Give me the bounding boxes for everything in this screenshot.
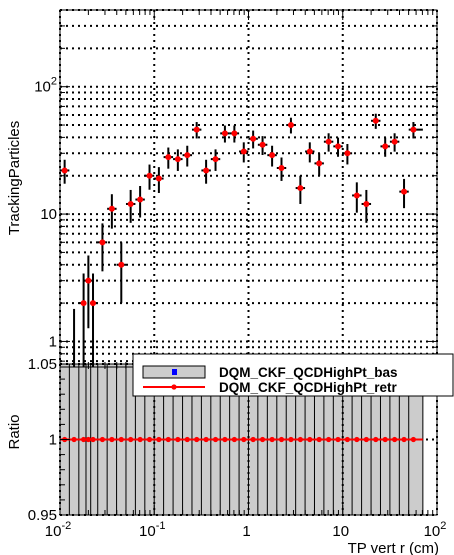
legend-marker	[172, 369, 177, 375]
data-point	[316, 160, 323, 167]
data-point	[174, 156, 181, 163]
data-point	[184, 152, 191, 159]
ratio-point	[259, 436, 266, 443]
data-point	[372, 117, 379, 124]
ratio-point	[307, 436, 313, 443]
ratio-point	[81, 436, 87, 443]
data-point	[391, 138, 398, 145]
data-point	[90, 300, 97, 307]
x-axis-label: TP vert r (cm)	[348, 540, 439, 555]
ratio-point	[109, 436, 115, 443]
main-data-points	[60, 113, 423, 367]
data-point	[325, 138, 332, 145]
ratio-point	[175, 436, 181, 443]
data-point	[80, 300, 87, 307]
ratio-point	[85, 436, 91, 443]
ratio-data-points	[60, 436, 423, 443]
data-point	[146, 172, 153, 179]
data-point	[212, 156, 219, 163]
ratio-point	[212, 436, 219, 443]
data-point	[165, 154, 172, 161]
ratio-y-tick-label: 0.95	[28, 507, 57, 524]
main-y-axis-label: TrackingParticles	[6, 121, 23, 235]
data-point	[99, 239, 106, 246]
ratio-point	[335, 436, 341, 443]
data-point	[240, 148, 247, 155]
data-point	[410, 126, 417, 133]
ratio-point	[165, 436, 171, 443]
data-point	[203, 167, 210, 174]
data-point	[61, 167, 68, 174]
ratio-point	[99, 436, 106, 443]
data-point	[127, 200, 134, 207]
ratio-point	[241, 436, 247, 443]
data-point	[382, 143, 389, 150]
data-point	[250, 135, 257, 142]
ratio-point	[156, 436, 162, 443]
ratio-point	[401, 436, 407, 443]
data-point	[108, 205, 115, 212]
legend-label: DQM_CKF_QCDHighPt_retr	[219, 380, 398, 395]
legend-marker	[171, 384, 177, 390]
ratio-point	[71, 436, 77, 443]
ratio-point	[410, 436, 417, 443]
ratio-point	[363, 436, 369, 443]
data-point	[137, 196, 144, 203]
ratio-point	[203, 436, 209, 443]
legend-label: DQM_CKF_QCDHighPt_bas	[219, 365, 398, 380]
data-point	[269, 152, 276, 159]
ratio-point	[316, 436, 322, 443]
ratio-point	[382, 436, 388, 443]
data-point	[259, 141, 266, 148]
data-point	[363, 200, 370, 207]
data-point	[278, 164, 285, 171]
main-y-tick-label: 10	[40, 206, 57, 223]
ratio-point	[146, 436, 153, 443]
data-point	[344, 150, 351, 157]
ratio-point	[194, 436, 200, 443]
ratio-point	[250, 436, 256, 443]
ratio-y-tick-label: 1.05	[28, 356, 57, 373]
ratio-point	[137, 436, 143, 443]
legend: DQM_CKF_QCDHighPt_basDQM_CKF_QCDHighPt_r…	[132, 353, 454, 397]
ratio-point	[269, 436, 275, 443]
data-point	[335, 143, 342, 150]
ratio-point	[288, 436, 294, 443]
ratio-point	[392, 436, 398, 443]
ratio-point	[326, 436, 332, 443]
ratio-point	[90, 436, 96, 443]
data-point	[353, 192, 360, 199]
data-point	[287, 122, 294, 129]
data-point	[118, 261, 125, 268]
ratio-point	[118, 436, 124, 443]
main-y-tick-label: 1	[49, 333, 57, 350]
ratio-point	[231, 436, 237, 443]
ratio-y-axis-label: Ratio	[6, 414, 23, 449]
data-point	[231, 130, 238, 137]
ratio-point	[222, 436, 228, 443]
x-tick-label: 1	[242, 523, 250, 540]
data-point	[401, 188, 408, 195]
ratio-point	[184, 436, 190, 443]
x-tick-label: 10	[332, 523, 349, 540]
ratio-point	[354, 436, 360, 443]
ratio-y-tick-label: 1	[49, 432, 57, 449]
data-point	[85, 277, 92, 284]
ratio-point	[128, 436, 134, 443]
ratio-point	[373, 436, 379, 443]
data-point	[221, 130, 228, 137]
data-point	[297, 185, 304, 192]
data-point	[193, 126, 200, 133]
ratio-point	[297, 436, 303, 443]
ratio-point	[344, 436, 350, 443]
ratio-point	[278, 436, 285, 443]
data-point	[306, 148, 313, 155]
data-point	[155, 175, 162, 182]
